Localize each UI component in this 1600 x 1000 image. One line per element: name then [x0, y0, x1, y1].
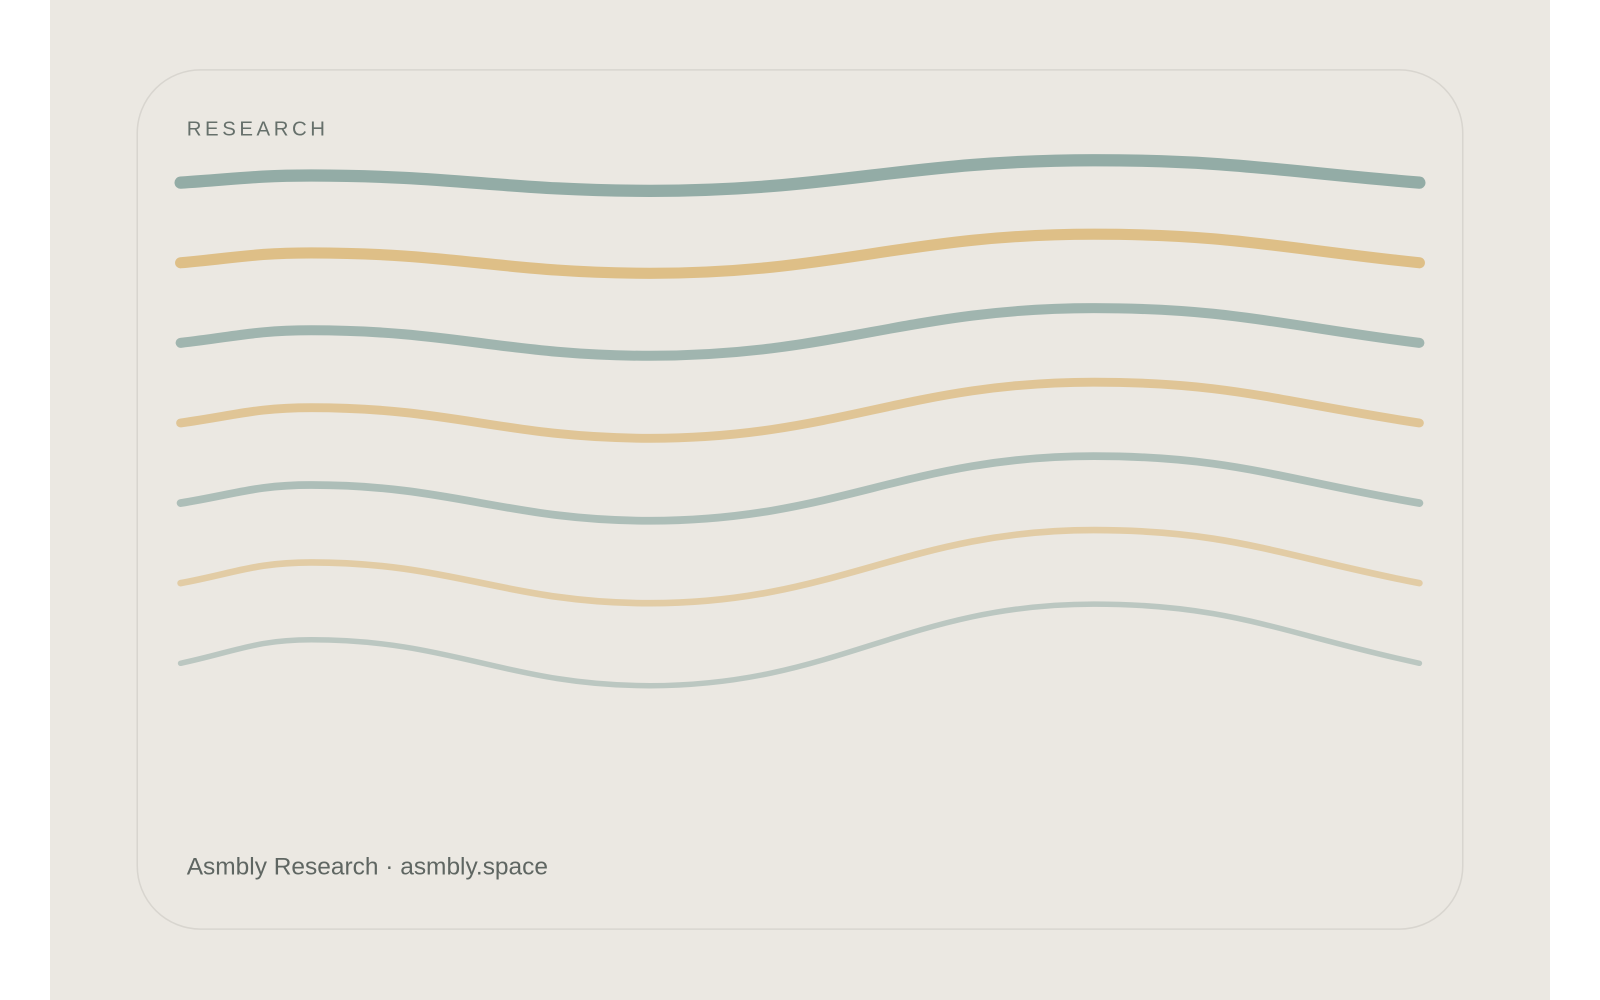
wave-line: [177, 526, 1423, 607]
footer-text: Asmbly Research · asmbly.space: [187, 853, 548, 880]
wave-line: [175, 303, 1425, 361]
waves: [174, 154, 1426, 689]
wave-line: [175, 228, 1425, 279]
wave-line: [174, 154, 1426, 197]
card: [136, 69, 1464, 930]
wave-line: [176, 377, 1424, 443]
section-label: RESEARCH: [187, 119, 329, 141]
wave-line: [177, 601, 1423, 689]
wave-line: [176, 452, 1424, 525]
